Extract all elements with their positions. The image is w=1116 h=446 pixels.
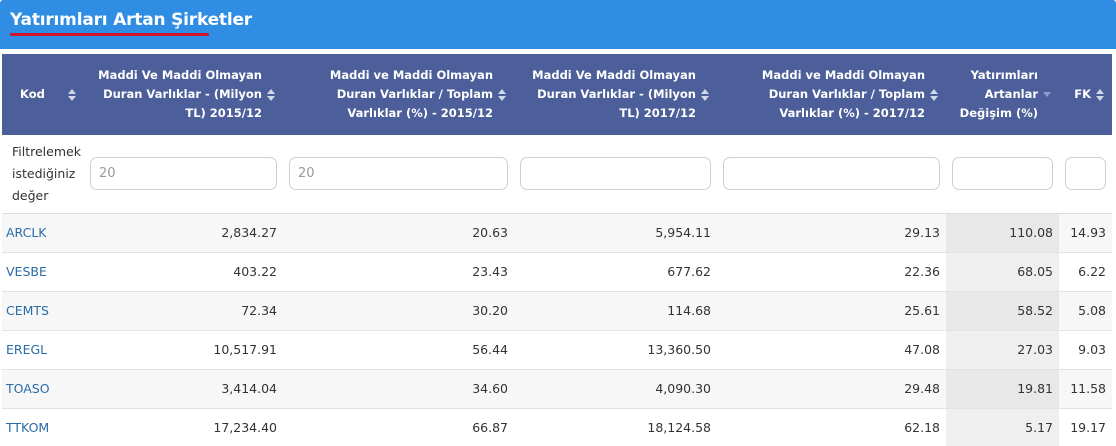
table-cell: 13,360.50 <box>647 342 711 357</box>
title-underline <box>10 33 209 36</box>
column-header-fk[interactable]: FK <box>1059 54 1112 135</box>
column-header-label: FK <box>1074 87 1091 101</box>
column-header-label: Kod <box>20 87 45 101</box>
table-cell: 66.87 <box>472 420 508 435</box>
table-cell: 20.63 <box>472 225 508 240</box>
table-cell: 14.93 <box>1070 225 1106 240</box>
table-cell: 5,954.11 <box>655 225 711 240</box>
page-title: Yatırımları Artan Şirketler <box>10 10 252 30</box>
table-cell: 27.03 <box>946 330 1059 369</box>
column-header-label: Yatırımları Artanlar Değişim (%) <box>959 68 1038 120</box>
stock-code-link[interactable]: ARCLK <box>6 225 47 240</box>
table-cell: 5.08 <box>1078 303 1106 318</box>
table-cell: 19.17 <box>1070 420 1106 435</box>
column-header-label: Maddi Ve Maddi Olmayan Duran Varlıklar -… <box>532 68 696 120</box>
filter-input-ratio-2017[interactable] <box>723 157 940 191</box>
table-row: EREGL 10,517.91 56.44 13,360.50 47.08 27… <box>2 330 1112 369</box>
column-header-label: Maddi ve Maddi Olmayan Duran Varlıklar /… <box>761 68 925 120</box>
data-table: Kod Maddi Ve Maddi Olmayan Duran Varlıkl… <box>2 54 1112 446</box>
sort-desc-icon[interactable] <box>1042 92 1051 97</box>
filter-input-change[interactable] <box>952 157 1053 191</box>
table-cell: 114.68 <box>667 303 711 318</box>
sort-icon[interactable] <box>67 88 76 101</box>
table-cell: 68.05 <box>946 252 1059 291</box>
table-cell: 18,124.58 <box>647 420 711 435</box>
stock-code-link[interactable]: EREGL <box>6 342 48 357</box>
table-cell: 62.18 <box>904 420 940 435</box>
table-cell: 29.13 <box>904 225 940 240</box>
filter-input-assets-2015[interactable] <box>90 157 277 191</box>
table-cell: 2,834.27 <box>221 225 277 240</box>
filter-input-ratio-2015[interactable] <box>289 157 508 191</box>
filter-input-assets-2017[interactable] <box>520 157 711 191</box>
table-cell: 10,517.91 <box>213 342 277 357</box>
table-cell: 3,414.04 <box>221 381 277 396</box>
filter-input-fk[interactable] <box>1065 157 1106 191</box>
table-cell: 30.20 <box>472 303 508 318</box>
column-header-ratio-2017[interactable]: Maddi ve Maddi Olmayan Duran Varlıklar /… <box>717 54 946 135</box>
table-cell: 17,234.40 <box>213 420 277 435</box>
sort-icon[interactable] <box>929 88 938 101</box>
table-cell: 25.61 <box>904 303 940 318</box>
table-cell: 6.22 <box>1078 264 1106 279</box>
table-cell: 677.62 <box>667 264 711 279</box>
table-cell: 23.43 <box>472 264 508 279</box>
table-cell: 403.22 <box>233 264 277 279</box>
column-header-label: Maddi Ve Maddi Olmayan Duran Varlıklar -… <box>98 68 262 120</box>
table-cell: 34.60 <box>472 381 508 396</box>
stock-code-link[interactable]: CEMTS <box>6 303 49 318</box>
table-cell: 5.17 <box>946 408 1059 446</box>
table-cell: 11.58 <box>1070 381 1106 396</box>
sort-icon[interactable] <box>700 88 709 101</box>
table-cell: 56.44 <box>472 342 508 357</box>
table-cell: 110.08 <box>946 213 1059 252</box>
table-row: ARCLK 2,834.27 20.63 5,954.11 29.13 110.… <box>2 213 1112 252</box>
sort-icon[interactable] <box>497 88 506 101</box>
sort-icon[interactable] <box>266 88 275 101</box>
table-cell: 72.34 <box>241 303 277 318</box>
sort-icon[interactable] <box>1095 88 1104 101</box>
column-header-change[interactable]: Yatırımları Artanlar Değişim (%) <box>946 54 1059 135</box>
column-header-assets-2015[interactable]: Maddi Ve Maddi Olmayan Duran Varlıklar -… <box>84 54 283 135</box>
column-header-kod[interactable]: Kod <box>2 54 84 135</box>
table-cell: 58.52 <box>946 291 1059 330</box>
table-row: TTKOM 17,234.40 66.87 18,124.58 62.18 5.… <box>2 408 1112 446</box>
table-row: CEMTS 72.34 30.20 114.68 25.61 58.52 5.0… <box>2 291 1112 330</box>
table-cell: 19.81 <box>946 369 1059 408</box>
filter-row: Filtrelemek istediğiniz değer <box>2 135 1112 213</box>
stock-code-link[interactable]: VESBE <box>6 264 47 279</box>
stock-code-link[interactable]: TOASO <box>6 381 50 396</box>
title-bar: Yatırımları Artan Şirketler <box>0 0 1116 49</box>
table-row: VESBE 403.22 23.43 677.62 22.36 68.05 6.… <box>2 252 1112 291</box>
column-header-label: Maddi ve Maddi Olmayan Duran Varlıklar /… <box>329 68 493 120</box>
table-cell: 29.48 <box>904 381 940 396</box>
column-header-assets-2017[interactable]: Maddi Ve Maddi Olmayan Duran Varlıklar -… <box>514 54 717 135</box>
table-cell: 9.03 <box>1078 342 1106 357</box>
filter-label: Filtrelemek istediğiniz değer <box>12 143 81 203</box>
stock-code-link[interactable]: TTKOM <box>6 420 50 435</box>
header-row: Kod Maddi Ve Maddi Olmayan Duran Varlıkl… <box>2 54 1112 135</box>
column-header-ratio-2015[interactable]: Maddi ve Maddi Olmayan Duran Varlıklar /… <box>283 54 514 135</box>
table-row: TOASO 3,414.04 34.60 4,090.30 29.48 19.8… <box>2 369 1112 408</box>
table-cell: 4,090.30 <box>655 381 711 396</box>
table-cell: 47.08 <box>904 342 940 357</box>
table-cell: 22.36 <box>904 264 940 279</box>
